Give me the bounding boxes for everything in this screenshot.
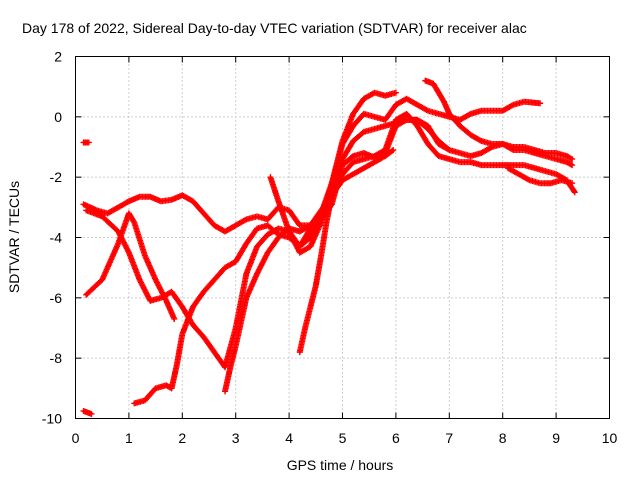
- x-tick-label: 10: [602, 430, 618, 446]
- y-axis-label: SDTVAR / TECUs: [6, 181, 22, 293]
- series-sat-2: [80, 407, 95, 417]
- series-sat-5: [83, 210, 178, 322]
- x-tick-label: 3: [232, 430, 240, 446]
- x-tick-label: 8: [499, 430, 507, 446]
- series-sat-11: [505, 165, 576, 187]
- x-tick-label: 5: [339, 430, 347, 446]
- y-tick-label: -2: [50, 169, 63, 185]
- data-point-marker: [537, 100, 544, 107]
- series-sat-7: [222, 147, 397, 395]
- y-tick-label: -6: [50, 290, 63, 306]
- grid-lines: [75, 56, 610, 419]
- series-sat-8: [267, 89, 399, 256]
- data-point-marker: [88, 410, 95, 417]
- x-tick-label: 1: [125, 430, 133, 446]
- y-tick-label: 0: [54, 109, 62, 125]
- data-point-marker: [571, 189, 578, 196]
- series-sat-4: [83, 110, 578, 371]
- series-sat-10: [422, 77, 576, 163]
- y-tick-label: -8: [50, 350, 63, 366]
- y-tick-label: -4: [50, 230, 63, 246]
- plot-frame: [75, 56, 610, 419]
- data-point-marker: [392, 89, 399, 96]
- data-point-marker: [569, 162, 576, 169]
- series-sat-1: [80, 139, 92, 146]
- y-tick-label: 2: [54, 49, 62, 65]
- data-point-marker: [446, 147, 453, 154]
- chart-title: Day 178 of 2022, Sidereal Day-to-day VTE…: [22, 20, 527, 36]
- data-point-marker: [389, 147, 396, 154]
- y-axis: -10 -8 -6 -4 -2 0 2: [42, 49, 610, 427]
- x-tick-label: 6: [392, 430, 400, 446]
- data-point-marker: [569, 156, 576, 163]
- data-point-marker: [569, 180, 576, 187]
- x-tick-label: 7: [445, 430, 453, 446]
- series-sat-9: [296, 116, 453, 356]
- x-tick-label: 9: [552, 430, 560, 446]
- plot-area: [80, 77, 578, 417]
- data-point-marker: [85, 139, 92, 146]
- data-point-marker: [130, 218, 137, 225]
- data-point-marker: [445, 146, 452, 153]
- y-tick-label: -10: [42, 411, 62, 427]
- data-point-marker: [390, 147, 397, 154]
- data-point-marker: [570, 188, 577, 195]
- x-tick-label: 2: [178, 430, 186, 446]
- x-tick-label: 0: [72, 430, 80, 446]
- x-tick-label: 4: [285, 430, 293, 446]
- x-axis-label: GPS time / hours: [287, 457, 394, 473]
- data-point-marker: [171, 315, 178, 322]
